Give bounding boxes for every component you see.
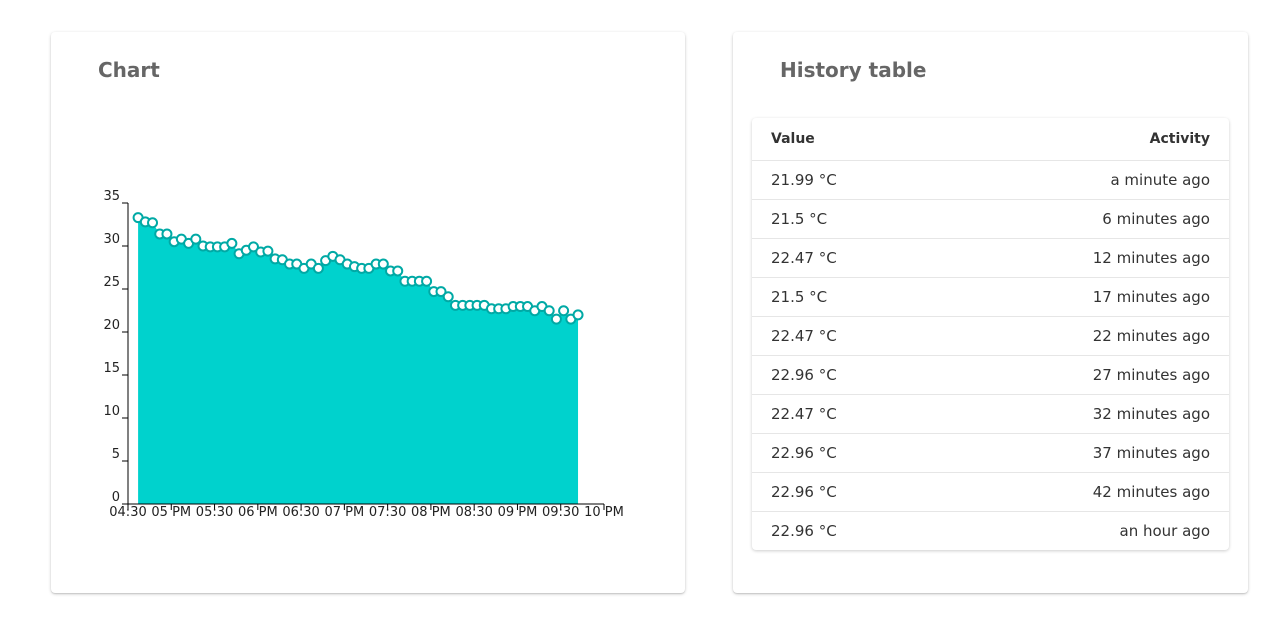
table-cell: 42 minutes ago	[1092, 483, 1210, 501]
history-card: History table Value Activity 21.99 °C a min…	[733, 32, 1248, 593]
x-tick-label: 08 PM	[411, 505, 451, 520]
table-row: 22.96 °C 27 minutes ago	[752, 355, 1229, 394]
table-cell: 12 minutes ago	[1092, 249, 1210, 267]
table-cell: 32 minutes ago	[1092, 405, 1210, 423]
x-tick-label: 05:30	[196, 505, 233, 520]
header-cell: Value	[771, 131, 815, 147]
table-cell: 22.96 °C	[771, 483, 837, 501]
table-row: 21.5 °C 17 minutes ago	[752, 277, 1229, 316]
table-cell: 21.99 °C	[771, 171, 837, 189]
chart: 0 5 10 15 20 25 30 35 04:30 05 PM 05:30 06 PM 06:30 0…	[103, 189, 624, 520]
point	[377, 258, 389, 270]
table-cell: 37 minutes ago	[1092, 444, 1210, 462]
x-tick-label: 05 PM	[151, 505, 191, 520]
table-cell: an hour ago	[1119, 522, 1210, 540]
x-tick-label: 07:30	[369, 505, 406, 520]
table-cell: 22.47 °C	[771, 405, 837, 423]
table-cell: 21.5 °C	[771, 210, 828, 228]
table-cell: 27 minutes ago	[1092, 366, 1210, 384]
table-row: 22.96 °C an hour ago	[752, 511, 1229, 550]
point	[262, 245, 274, 257]
card-title: History table	[780, 58, 927, 82]
table-cell: 22.96 °C	[771, 444, 837, 462]
point	[247, 241, 259, 253]
point	[543, 305, 555, 317]
point	[421, 275, 433, 287]
y-tick-label: 0	[112, 490, 120, 505]
table-cell: 21.5 °C	[771, 288, 828, 306]
y-tick-label: 15	[103, 361, 120, 376]
header-cell: Activity	[1149, 131, 1210, 147]
y-tick-label: 20	[103, 318, 120, 333]
x-tick-label: 09 PM	[498, 505, 538, 520]
point	[550, 313, 562, 325]
table-row: 21.5 °C 6 minutes ago	[752, 199, 1229, 238]
x-tick-label: 09:30	[542, 505, 579, 520]
x-tick-label: 10 PM	[584, 505, 624, 520]
point	[572, 309, 584, 321]
x-tick-label: 07 PM	[324, 505, 364, 520]
point	[392, 265, 404, 277]
x-tick-label: 08:30	[455, 505, 492, 520]
table-row: 22.47 °C 22 minutes ago	[752, 316, 1229, 355]
y-tick-label: 25	[103, 275, 120, 290]
table-cell: 22.47 °C	[771, 249, 837, 267]
y-tick-label: 5	[112, 447, 120, 462]
table-header: Value Activity	[752, 118, 1229, 160]
point	[312, 262, 324, 274]
x-tick-label: 06:30	[282, 505, 319, 520]
point	[226, 237, 238, 249]
table-cell: 6 minutes ago	[1102, 210, 1210, 228]
table-row: 22.96 °C 42 minutes ago	[752, 472, 1229, 511]
point	[442, 291, 454, 303]
table-cell: 17 minutes ago	[1092, 288, 1210, 306]
y-tick-label: 35	[103, 189, 120, 204]
point	[147, 217, 159, 229]
table-row: 22.47 °C 12 minutes ago	[752, 238, 1229, 277]
table-cell: 22.96 °C	[771, 366, 837, 384]
x-tick-label: 06 PM	[238, 505, 278, 520]
x-tick-label: 04:30	[109, 505, 146, 520]
point	[558, 305, 570, 317]
table-cell: a minute ago	[1110, 171, 1210, 189]
table-cell: 22 minutes ago	[1092, 327, 1210, 345]
table-row: 21.99 °C a minute ago	[752, 160, 1229, 199]
point	[435, 286, 447, 298]
table-cell: 22.96 °C	[771, 522, 837, 540]
card-title: Chart	[98, 58, 160, 82]
table-row: 22.96 °C 37 minutes ago	[752, 433, 1229, 472]
area	[138, 217, 579, 504]
table-cell: 22.47 °C	[771, 327, 837, 345]
history-table: Value Activity 21.99 °C a minute ago 21.5 °C…	[752, 118, 1229, 550]
point	[161, 228, 173, 240]
y-tick-label: 10	[103, 404, 120, 419]
point	[190, 233, 202, 245]
table-row: 22.47 °C 32 minutes ago	[752, 394, 1229, 433]
y-tick-label: 30	[103, 232, 120, 247]
